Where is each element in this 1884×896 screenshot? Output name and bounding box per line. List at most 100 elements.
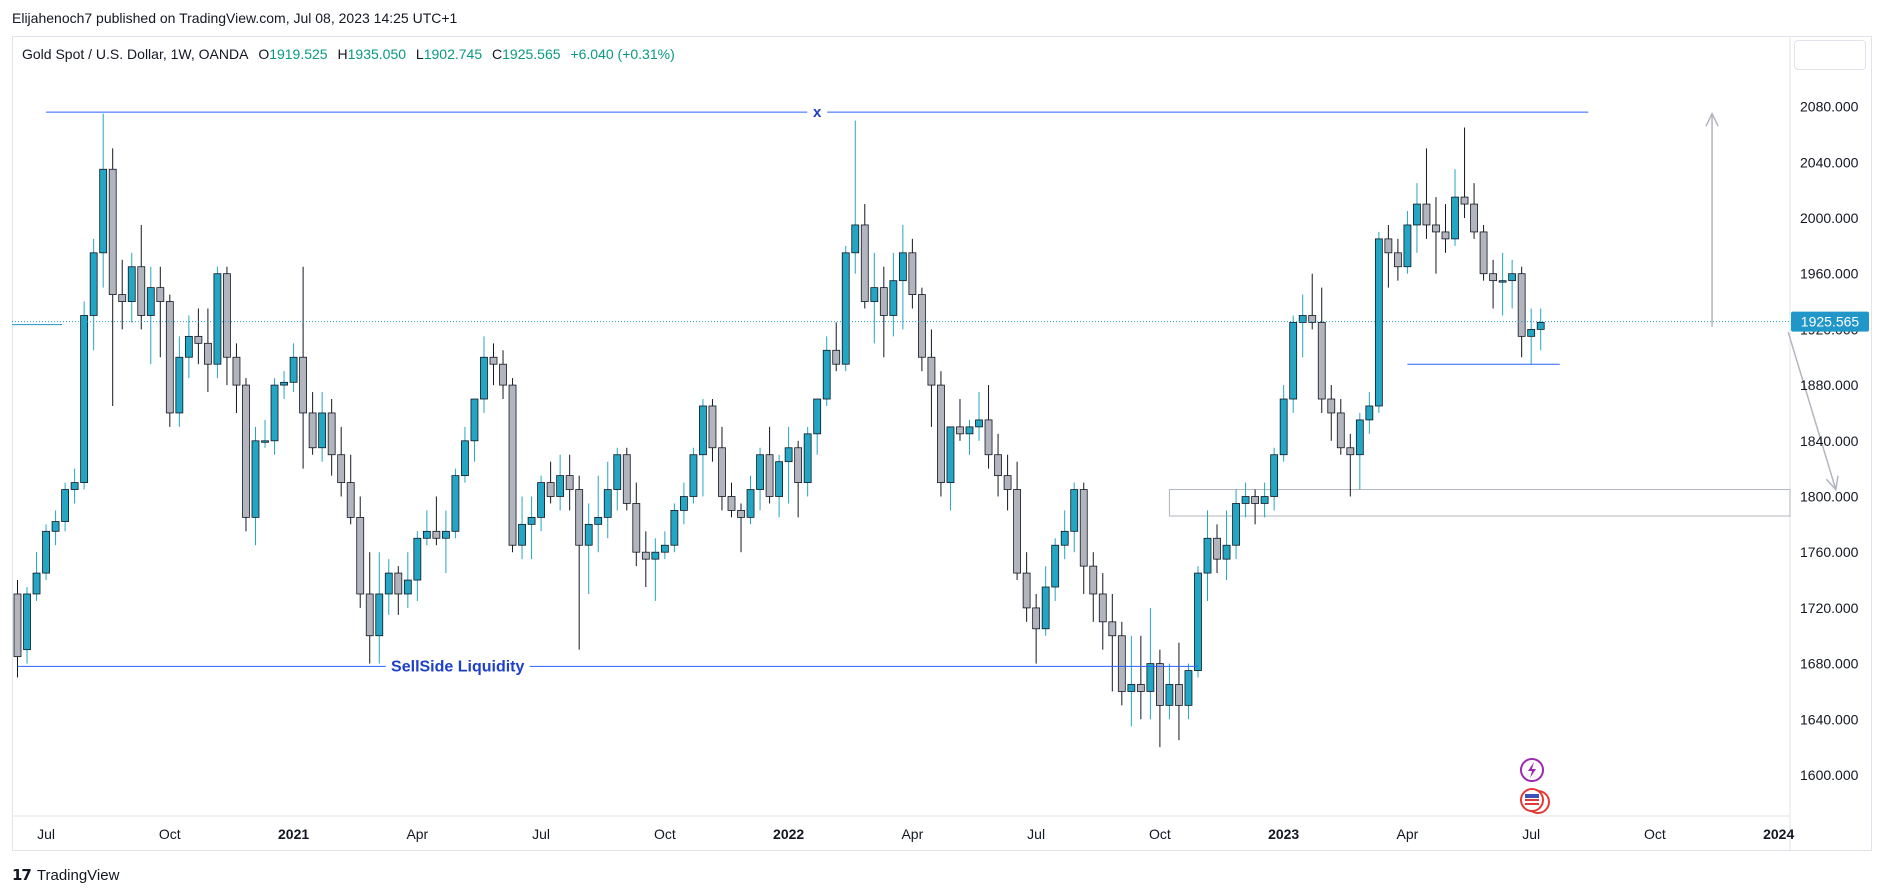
candle-body: [1536, 322, 1545, 330]
y-tick-label: 1880.000: [1800, 377, 1859, 393]
candle-body: [860, 224, 869, 302]
candle-body: [1498, 280, 1507, 283]
candle-body: [565, 475, 574, 490]
x-tick-label: Jul: [532, 826, 550, 842]
chart-toolbar-box[interactable]: [1794, 40, 1866, 70]
candle-body: [99, 168, 108, 254]
candle-body: [346, 482, 355, 518]
candle-body: [737, 510, 745, 518]
y-tick-label: 2080.000: [1800, 99, 1859, 115]
published-info: Elijahenoch7 published on TradingView.co…: [12, 10, 458, 26]
candle-body: [1098, 593, 1107, 623]
candle-body: [480, 356, 488, 400]
candle-body: [1298, 315, 1307, 323]
candle-body: [1403, 224, 1412, 268]
candle-body: [394, 572, 403, 595]
candle-body: [156, 287, 165, 302]
candle-body: [61, 489, 69, 522]
y-tick-label: 2000.000: [1800, 210, 1859, 226]
candle-body: [1289, 322, 1298, 400]
candle-body: [270, 384, 279, 442]
candle-body: [261, 440, 269, 443]
candle-body: [384, 572, 393, 595]
candle-body: [1517, 273, 1526, 337]
candle-body: [470, 398, 479, 442]
candle-body: [1394, 252, 1402, 268]
candle-body: [784, 447, 793, 463]
candle-body: [1489, 273, 1497, 282]
x-tick-label: 2021: [278, 826, 309, 842]
candle-body: [851, 224, 860, 254]
candle-body: [165, 301, 174, 414]
candle-body: [575, 489, 584, 546]
candle-body: [670, 510, 679, 546]
candle-body: [1451, 196, 1459, 240]
candle-body: [641, 551, 650, 560]
candle-body: [1156, 663, 1164, 706]
x-tick-label: Apr: [1397, 826, 1419, 842]
candle-body: [813, 398, 822, 435]
candle-body: [1184, 670, 1193, 706]
candle-body: [756, 454, 764, 490]
candle-body: [1003, 475, 1012, 490]
candle-body: [1022, 572, 1031, 609]
symbol-name[interactable]: Gold Spot / U.S. Dollar, 1W, OANDA: [22, 46, 249, 62]
candle-body: [1194, 572, 1202, 671]
open-value: 1919.525: [269, 46, 328, 62]
flag-canton: [1525, 794, 1539, 798]
candle-body: [1308, 315, 1317, 323]
candle-body: [822, 349, 831, 400]
candle-body: [1117, 635, 1126, 692]
candle-body: [1136, 684, 1145, 692]
candle-body: [879, 287, 888, 316]
candle-body: [708, 405, 717, 449]
candle-body: [727, 496, 736, 511]
candle-body: [1175, 684, 1183, 706]
tradingview-logo-icon: 17: [12, 866, 32, 884]
arrow-head: [1825, 475, 1839, 492]
x-tick-label: 2022: [773, 826, 804, 842]
candle-body: [203, 342, 212, 365]
low-label: L: [415, 46, 424, 62]
candle-body: [1032, 607, 1041, 630]
candle-body: [1317, 322, 1326, 400]
flag-stripe: [1525, 799, 1539, 801]
candle-body: [718, 447, 726, 497]
candle-body: [946, 426, 955, 483]
candle-body: [318, 412, 327, 449]
candle-body: [413, 537, 422, 581]
candle-body: [937, 384, 945, 483]
candle-body: [594, 516, 603, 525]
candle-body: [432, 530, 441, 539]
x-tick-label: Oct: [654, 826, 676, 842]
x-tick-label: Jul: [1027, 826, 1045, 842]
chart-legend: Gold Spot / U.S. Dollar, 1W, OANDA O1919…: [22, 46, 681, 62]
candle-body: [1013, 489, 1021, 574]
candle-body: [223, 273, 231, 358]
candle-body: [1479, 231, 1488, 275]
candle-body: [803, 433, 812, 483]
candle-body: [680, 496, 688, 511]
candle-body: [508, 384, 517, 546]
candle-body: [1203, 537, 1212, 574]
candle-body: [1051, 544, 1060, 588]
candle-body: [451, 475, 460, 532]
candle-body: [403, 579, 412, 595]
candle-body: [898, 252, 907, 282]
candle-body: [461, 440, 469, 477]
arrow-line: [1787, 331, 1837, 490]
candle-body: [337, 454, 346, 483]
candle-body: [1127, 684, 1136, 692]
candle-body: [175, 356, 184, 414]
candle-body: [1413, 203, 1421, 226]
current-price-badge: [1791, 311, 1869, 332]
candle-body: [118, 294, 127, 302]
candle-body: [80, 315, 89, 483]
open-label: O: [258, 46, 270, 62]
candle-body: [1346, 447, 1355, 456]
candle-body: [1213, 537, 1221, 560]
candle-body: [956, 426, 964, 435]
chart-frame[interactable]: [12, 36, 1872, 851]
candle-body: [89, 252, 98, 316]
